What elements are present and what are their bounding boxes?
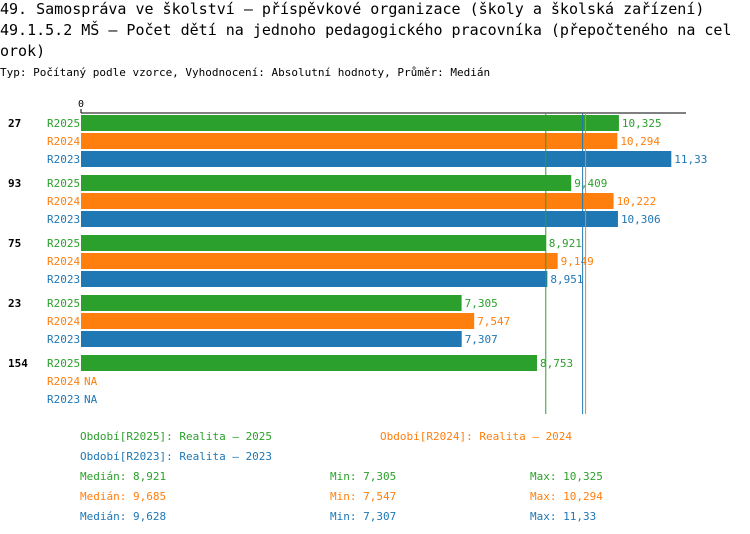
bar-r2024-group-23 [81,313,475,329]
chart-title-line-2: 49.1.5.2 MŠ – Počet dětí na jednoho peda… [0,21,732,39]
value-label-r2024-group-75: 9,149 [561,255,594,268]
value-label-r2024-group-23: 7,547 [477,315,510,328]
value-label-r2023-group-93: 10,306 [621,213,661,226]
value-label-r2024-group-27: 10,294 [620,135,660,148]
stat-median-2023: Medián: 9,628 [80,510,167,523]
value-label-r2025-group-27: 10,325 [622,117,662,130]
stat-min-2024: Min: 7,547 [330,490,397,503]
series-label-r2024-group-75: R2024 [47,255,80,268]
value-label-r2025-group-75: 8,921 [549,237,582,250]
stat-max-2023: Max: 11,33 [530,510,597,523]
chart-title-line-3: orok) [0,42,46,60]
series-label-r2023-group-93: R2023 [47,213,80,226]
bar-r2023-group-93 [81,211,618,227]
chart-title-line-1: 49. Samospráva ve školství – příspěvkové… [0,0,705,18]
bar-r2023-group-75 [81,271,548,287]
bar-r2025-group-27 [81,115,619,131]
bar-r2023-group-27 [81,151,672,167]
series-label-r2024-group-154: R2024 [47,375,80,388]
bar-r2024-group-27 [81,133,618,149]
series-label-r2023-group-27: R2023 [47,153,80,166]
na-label-r2024-group-154: NA [84,375,98,388]
group-label-75: 75 [8,237,21,250]
series-label-r2023-group-23: R2023 [47,333,80,346]
series-label-r2025-group-154: R2025 [47,357,80,370]
value-label-r2023-group-23: 7,307 [465,333,498,346]
x-axis-tick-label-0: 0 [78,99,84,110]
series-label-r2025-group-23: R2025 [47,297,80,310]
series-label-r2025-group-93: R2025 [47,177,80,190]
bar-r2025-group-93 [81,175,572,191]
series-label-r2024-group-93: R2024 [47,195,80,208]
stat-max-2025: Max: 10,325 [530,470,603,483]
na-label-r2023-group-154: NA [84,393,98,406]
legend-period-2023: Období[R2023]: Realita – 2023 [80,450,273,463]
bar-r2025-group-23 [81,295,462,311]
legend-period-2024: Období[R2024]: Realita – 2024 [380,430,573,443]
value-label-r2025-group-93: 9,409 [574,177,607,190]
value-label-r2025-group-154: 8,753 [540,357,573,370]
chart-subtitle: Typ: Počítaný podle vzorce, Vyhodnocení:… [0,66,491,79]
bar-r2024-group-93 [81,193,614,209]
series-label-r2023-group-75: R2023 [47,273,80,286]
bar-r2023-group-23 [81,331,462,347]
series-label-r2024-group-23: R2024 [47,315,80,328]
value-label-r2024-group-93: 10,222 [617,195,657,208]
bar-r2025-group-75 [81,235,546,251]
value-label-r2023-group-75: 8,951 [550,273,583,286]
value-label-r2023-group-27: 11,33 [674,153,707,166]
group-label-154: 154 [8,357,28,370]
group-label-27: 27 [8,117,21,130]
series-label-r2024-group-27: R2024 [47,135,80,148]
stat-min-2025: Min: 7,305 [330,470,397,483]
series-label-r2025-group-27: R2025 [47,117,80,130]
bar-r2025-group-154 [81,355,538,371]
series-label-r2025-group-75: R2025 [47,237,80,250]
stat-median-2025: Medián: 8,921 [80,470,167,483]
group-label-23: 23 [8,297,21,310]
stat-median-2024: Medián: 9,685 [80,490,167,503]
bar-r2024-group-75 [81,253,558,269]
series-label-r2023-group-154: R2023 [47,393,80,406]
stat-max-2024: Max: 10,294 [530,490,603,503]
value-label-r2025-group-23: 7,305 [465,297,498,310]
group-label-93: 93 [8,177,21,190]
legend-period-2025: Období[R2025]: Realita – 2025 [80,430,273,443]
stat-min-2023: Min: 7,307 [330,510,397,523]
